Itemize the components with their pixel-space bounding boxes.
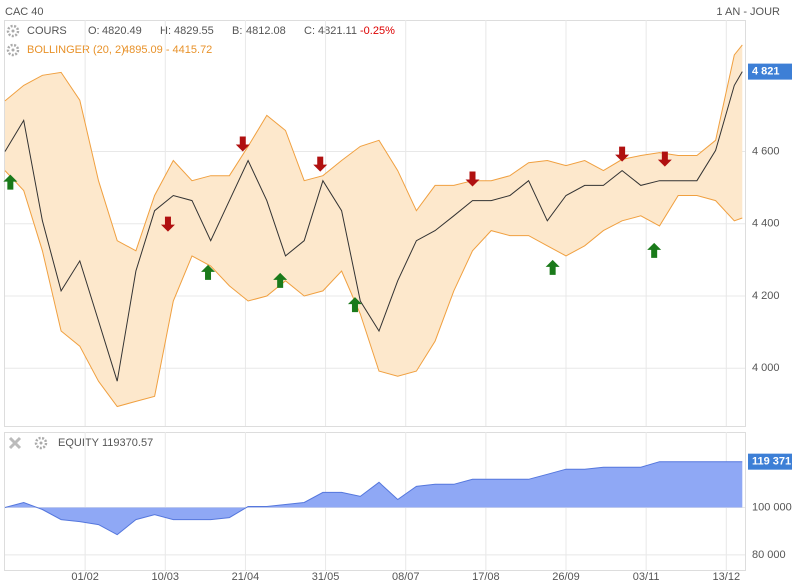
buy-signal	[273, 272, 288, 288]
legend-name: COURS	[27, 25, 67, 37]
gear-icon[interactable]	[34, 436, 48, 450]
buy-signal	[545, 259, 560, 275]
y-tick-label: 4 600	[752, 145, 780, 157]
buy-signal	[347, 297, 362, 313]
sell-signal	[615, 146, 630, 162]
y-tick-label: 4 200	[752, 290, 780, 302]
field-value: 4812.08	[246, 25, 286, 37]
band-upper	[4, 44, 743, 252]
change: -0.25%	[360, 25, 395, 37]
equity-line	[4, 461, 743, 536]
last-price-box	[748, 63, 792, 80]
last-value-label: 119 371	[752, 456, 791, 468]
x-tick-label: 26/09	[552, 571, 580, 583]
y-tick-label: 4 400	[752, 218, 780, 230]
price-panel-frame	[4, 20, 746, 427]
sell-signal	[160, 216, 175, 232]
field-value: 4829.55	[174, 25, 214, 37]
band-fill	[5, 44, 743, 407]
x-tick-label: 03/11	[633, 571, 660, 583]
field-value: 4821.11	[318, 25, 357, 37]
legend-name: BOLLINGER (20, 2)	[27, 44, 125, 56]
period[interactable]: 1 AN - JOUR	[716, 6, 780, 18]
legend-name: EQUITY	[58, 437, 100, 449]
field-label: C:	[304, 25, 315, 37]
buy-signal	[3, 174, 18, 190]
x-tick-label: 08/07	[392, 571, 420, 583]
y-tick-label: 4 000	[752, 362, 780, 374]
sell-signal	[313, 156, 328, 172]
gear-icon[interactable]	[6, 24, 20, 38]
field-value: 4820.49	[102, 25, 142, 37]
close-icon[interactable]	[8, 436, 22, 450]
chart-title: CAC 40	[5, 6, 44, 18]
price-line	[4, 71, 743, 382]
x-tick-label: 17/08	[472, 571, 500, 583]
x-tick-label: 13/12	[713, 571, 741, 583]
buy-signal	[201, 264, 216, 280]
last-value-box	[748, 453, 792, 470]
x-tick-label: 21/04	[232, 571, 260, 583]
sell-signal	[465, 171, 480, 187]
band-values: 4895.09 - 4415.72	[123, 44, 212, 56]
equity-area	[5, 461, 743, 535]
equity-panel-frame	[4, 432, 746, 571]
gear-icon[interactable]	[6, 43, 20, 57]
legend-value: 119370.57	[102, 437, 153, 449]
y-tick-label: 100 000	[752, 501, 792, 513]
field-label: B:	[232, 25, 242, 37]
field-label: O:	[88, 25, 100, 37]
last-price-label: 4 821	[752, 66, 780, 78]
band-lower	[4, 170, 743, 408]
x-tick-label: 31/05	[312, 571, 340, 583]
sell-signal	[657, 151, 672, 167]
x-tick-label: 10/03	[152, 571, 180, 583]
y-tick-label: 80 000	[752, 549, 786, 561]
buy-signal	[647, 242, 662, 258]
sell-signal	[235, 136, 250, 152]
x-tick-label: 01/02	[71, 571, 99, 583]
